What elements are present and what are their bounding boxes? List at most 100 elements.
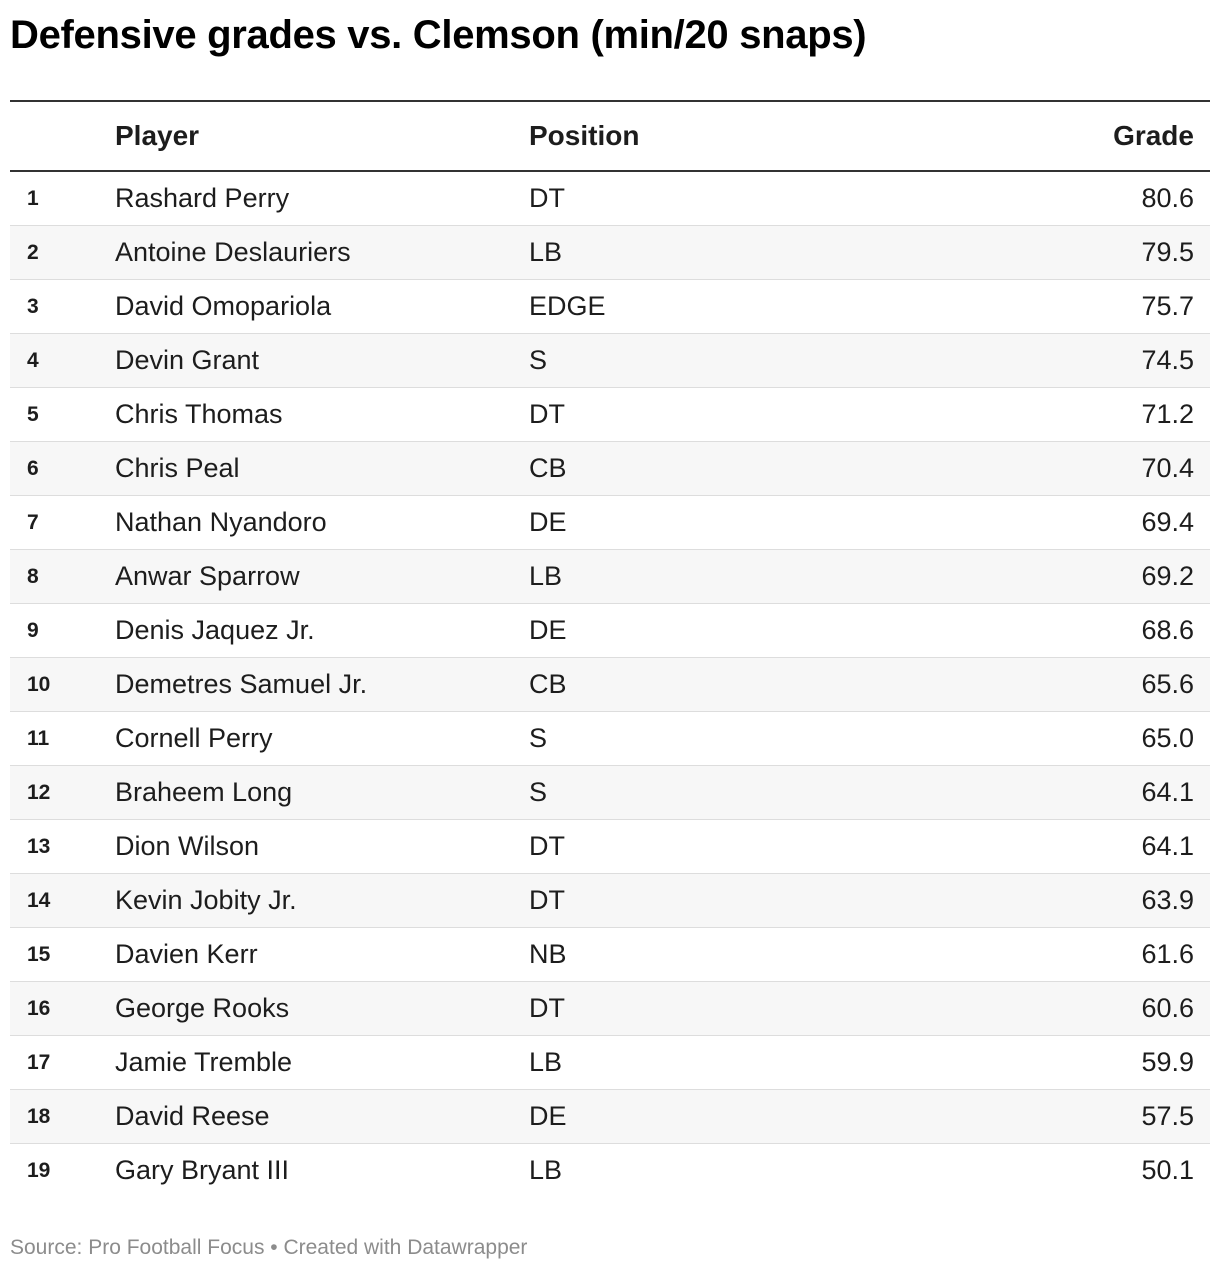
grade-cell: 75.7 bbox=[1141, 291, 1194, 321]
rank-cell: 14 bbox=[27, 889, 51, 912]
grade-cell: 50.1 bbox=[1141, 1155, 1194, 1185]
table-row: 19 Gary Bryant III LB 50.1 bbox=[10, 1144, 1210, 1197]
position-cell: DT bbox=[529, 399, 565, 429]
player-name-cell: Chris Peal bbox=[115, 453, 240, 483]
column-header-grade[interactable]: Grade bbox=[1113, 120, 1194, 151]
position-cell: DT bbox=[529, 183, 565, 213]
table-row: 15 Davien Kerr NB 61.6 bbox=[10, 928, 1210, 982]
grade-cell: 80.6 bbox=[1141, 183, 1194, 213]
rank-cell: 4 bbox=[27, 349, 39, 372]
position-cell: S bbox=[529, 345, 548, 375]
table-row: 18 David Reese DE 57.5 bbox=[10, 1090, 1210, 1144]
position-cell: DE bbox=[529, 507, 567, 537]
grade-cell: 71.2 bbox=[1141, 399, 1194, 429]
grade-cell: 60.6 bbox=[1141, 993, 1194, 1023]
position-cell: LB bbox=[529, 561, 563, 591]
rank-cell: 10 bbox=[27, 673, 51, 696]
player-name-cell: Demetres Samuel Jr. bbox=[115, 669, 368, 699]
position-cell: LB bbox=[529, 237, 563, 267]
player-name-cell: David Reese bbox=[115, 1101, 270, 1131]
table-row: 12 Braheem Long S 64.1 bbox=[10, 766, 1210, 820]
position-cell: LB bbox=[529, 1155, 563, 1185]
player-name-cell: Dion Wilson bbox=[115, 831, 260, 861]
grade-cell: 64.1 bbox=[1141, 777, 1194, 807]
grade-cell: 68.6 bbox=[1141, 615, 1194, 645]
rank-cell: 1 bbox=[27, 187, 39, 210]
grade-cell: 59.9 bbox=[1141, 1047, 1194, 1077]
table-row: 11 Cornell Perry S 65.0 bbox=[10, 712, 1210, 766]
position-cell: EDGE bbox=[529, 291, 606, 321]
player-name-cell: Antoine Deslauriers bbox=[115, 237, 351, 267]
position-cell: DT bbox=[529, 831, 565, 861]
column-header-position[interactable]: Position bbox=[529, 120, 640, 151]
table-row: 10 Demetres Samuel Jr. CB 65.6 bbox=[10, 658, 1210, 712]
grade-cell: 74.5 bbox=[1141, 345, 1194, 375]
rank-cell: 8 bbox=[27, 565, 39, 588]
grade-cell: 69.4 bbox=[1141, 507, 1194, 537]
table-row: 5 Chris Thomas DT 71.2 bbox=[10, 388, 1210, 442]
position-cell: DT bbox=[529, 885, 565, 915]
rank-cell: 13 bbox=[27, 835, 51, 858]
rank-cell: 9 bbox=[27, 619, 39, 642]
player-name-cell: Anwar Sparrow bbox=[115, 561, 300, 591]
table-row: 6 Chris Peal CB 70.4 bbox=[10, 442, 1210, 496]
grades-table: Player Position Grade 1 Rashard Perry DT 80… bbox=[10, 100, 1210, 1197]
rank-cell: 19 bbox=[27, 1159, 51, 1182]
position-cell: S bbox=[529, 723, 548, 753]
player-name-cell: Braheem Long bbox=[115, 777, 293, 807]
rank-cell: 18 bbox=[27, 1105, 51, 1128]
grade-cell: 70.4 bbox=[1141, 453, 1194, 483]
table-body: 1 Rashard Perry DT 80.6 2 Antoine Deslauriers… bbox=[10, 172, 1210, 1197]
player-name-cell: Nathan Nyandoro bbox=[115, 507, 327, 537]
table-row: 13 Dion Wilson DT 64.1 bbox=[10, 820, 1210, 874]
position-cell: S bbox=[529, 777, 548, 807]
position-cell: DE bbox=[529, 615, 567, 645]
position-cell: CB bbox=[529, 669, 567, 699]
position-cell: DE bbox=[529, 1101, 567, 1131]
rank-cell: 7 bbox=[27, 511, 39, 534]
player-name-cell: Rashard Perry bbox=[115, 183, 290, 213]
rank-cell: 12 bbox=[27, 781, 51, 804]
player-name-cell: Jamie Tremble bbox=[115, 1047, 293, 1077]
grade-cell: 65.0 bbox=[1141, 723, 1194, 753]
grade-cell: 69.2 bbox=[1141, 561, 1194, 591]
table-row: 3 David Omopariola EDGE 75.7 bbox=[10, 280, 1210, 334]
table-row: 4 Devin Grant S 74.5 bbox=[10, 334, 1210, 388]
rank-cell: 15 bbox=[27, 943, 51, 966]
player-name-cell: Gary Bryant III bbox=[115, 1155, 290, 1185]
grade-cell: 63.9 bbox=[1141, 885, 1194, 915]
table-row: 9 Denis Jaquez Jr. DE 68.6 bbox=[10, 604, 1210, 658]
position-cell: LB bbox=[529, 1047, 563, 1077]
position-cell: CB bbox=[529, 453, 567, 483]
player-name-cell: Cornell Perry bbox=[115, 723, 273, 753]
rank-cell: 17 bbox=[27, 1051, 51, 1074]
grade-cell: 57.5 bbox=[1141, 1101, 1194, 1131]
table-row: 17 Jamie Tremble LB 59.9 bbox=[10, 1036, 1210, 1090]
rank-cell: 2 bbox=[27, 241, 39, 264]
player-name-cell: Chris Thomas bbox=[115, 399, 283, 429]
chart-title: Defensive grades vs. Clemson (min/20 sna… bbox=[10, 13, 867, 57]
grade-cell: 61.6 bbox=[1141, 939, 1194, 969]
rank-cell: 6 bbox=[27, 457, 39, 480]
table-row: 16 George Rooks DT 60.6 bbox=[10, 982, 1210, 1036]
column-header-player[interactable]: Player bbox=[115, 120, 200, 151]
rank-cell: 11 bbox=[27, 727, 50, 750]
grade-cell: 79.5 bbox=[1141, 237, 1194, 267]
player-name-cell: Kevin Jobity Jr. bbox=[115, 885, 297, 915]
player-name-cell: Devin Grant bbox=[115, 345, 260, 375]
table-header: Player Position Grade bbox=[10, 102, 1210, 172]
rank-cell: 3 bbox=[27, 295, 39, 318]
player-name-cell: Denis Jaquez Jr. bbox=[115, 615, 315, 645]
player-name-cell: Davien Kerr bbox=[115, 939, 258, 969]
table-row: 1 Rashard Perry DT 80.6 bbox=[10, 172, 1210, 226]
table-row: 7 Nathan Nyandoro DE 69.4 bbox=[10, 496, 1210, 550]
rank-cell: 5 bbox=[27, 403, 39, 426]
player-name-cell: George Rooks bbox=[115, 993, 290, 1023]
table-row: 2 Antoine Deslauriers LB 79.5 bbox=[10, 226, 1210, 280]
player-name-cell: David Omopariola bbox=[115, 291, 332, 321]
table-row: 14 Kevin Jobity Jr. DT 63.9 bbox=[10, 874, 1210, 928]
position-cell: DT bbox=[529, 993, 565, 1023]
table-row: 8 Anwar Sparrow LB 69.2 bbox=[10, 550, 1210, 604]
grade-cell: 64.1 bbox=[1141, 831, 1194, 861]
source-footer: Source: Pro Football Focus • Created wit… bbox=[10, 1236, 528, 1259]
